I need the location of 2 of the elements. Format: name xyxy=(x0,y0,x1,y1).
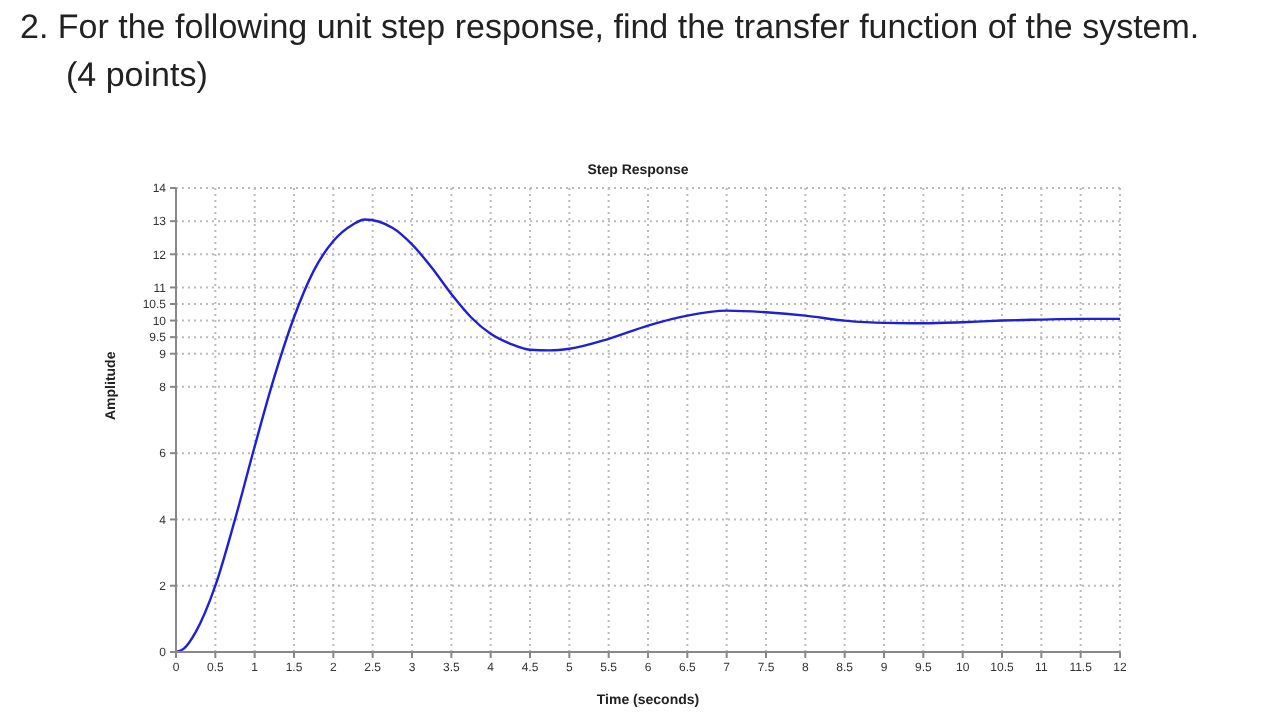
text: (4 points) xyxy=(66,56,208,96)
text: 2. For the following unit step response, find the transfer function of the system. xyxy=(20,8,1200,48)
